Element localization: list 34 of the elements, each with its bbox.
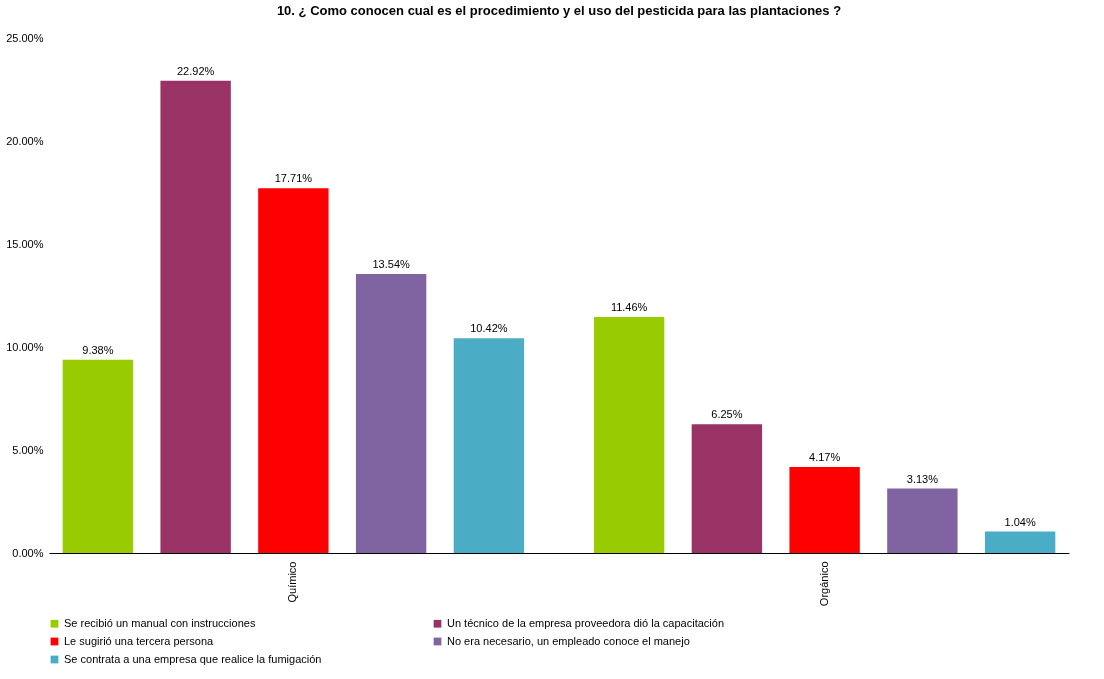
bar [887, 488, 958, 553]
bar [160, 80, 231, 553]
y-tick-label: 20.00% [6, 134, 44, 147]
x-tick-label: Químico [286, 561, 299, 603]
data-label: 22.92% [176, 64, 215, 77]
legend-label: Se contrata a una empresa que realice la fumigación [64, 652, 322, 665]
bar [355, 274, 427, 553]
bar [691, 424, 763, 553]
legend-label: Se recibió un manual con instrucciones [64, 616, 256, 629]
y-tick-label: 5.00% [12, 443, 44, 456]
bar [984, 531, 1056, 553]
chart-title: 10. ¿ Como conocen cual es el procedimiento y el uso del pesticida para las plantaciones ? [276, 3, 842, 18]
data-label: 1.04% [1004, 515, 1036, 528]
y-tick-label: 10.00% [6, 340, 44, 353]
data-label: 17.71% [274, 172, 313, 185]
data-label: 4.17% [809, 451, 841, 464]
legend-label: No era necesario, un empleado conoce el manejo [447, 634, 690, 647]
bar [789, 467, 860, 553]
data-label: 6.25% [711, 408, 743, 421]
y-tick-label: 0.00% [12, 546, 44, 559]
legend-label: Le sugirió una tercera persona [64, 634, 215, 647]
data-label: 11.46% [610, 300, 648, 313]
x-tick-label: Orgánico [817, 561, 830, 607]
y-tick-label: 15.00% [6, 237, 44, 250]
data-label: 10.42% [470, 322, 508, 335]
data-label: 13.54% [372, 258, 410, 271]
data-label: 3.13% [906, 472, 939, 485]
bar [453, 338, 525, 553]
bar [258, 188, 329, 553]
bar [593, 316, 665, 553]
data-label: 9.38% [82, 343, 114, 356]
bar [62, 359, 134, 553]
y-tick-label: 25.00% [6, 31, 44, 44]
legend-label: Un técnico de la empresa proveedora dió la capacitación [447, 616, 724, 629]
